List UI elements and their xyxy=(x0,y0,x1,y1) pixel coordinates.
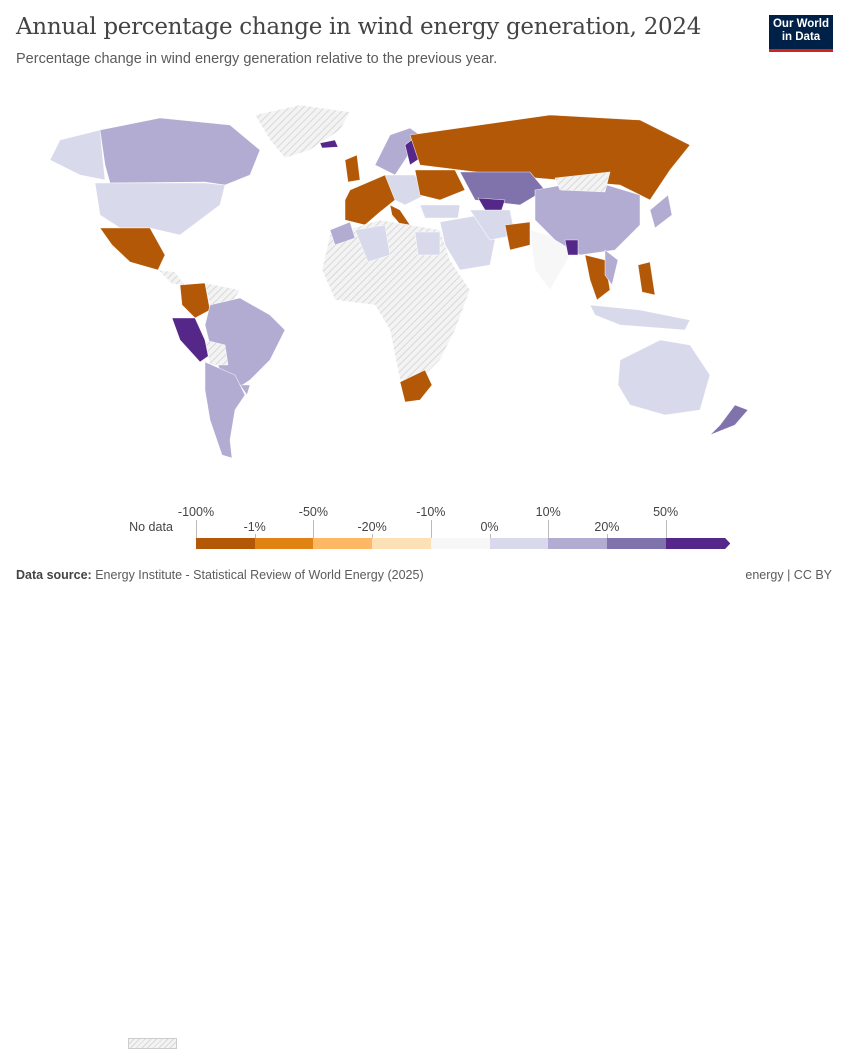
legend-swatch[interactable] xyxy=(606,538,667,549)
logo-line1: Our World xyxy=(772,18,829,30)
legend-tick xyxy=(548,520,550,538)
footer-license[interactable]: energy | CC BY xyxy=(745,568,832,582)
legend-tick-label: -20% xyxy=(357,520,387,534)
country-central-europe[interactable] xyxy=(384,174,426,206)
legend-swatch[interactable] xyxy=(489,538,549,549)
country-brazil[interactable] xyxy=(204,297,286,391)
legend-tick-label: 10% xyxy=(535,505,561,519)
legend-tick xyxy=(313,520,315,538)
legend-tick xyxy=(665,520,667,538)
country-greenland[interactable] xyxy=(254,104,351,159)
world-map xyxy=(49,104,749,459)
country-usa[interactable] xyxy=(94,182,226,236)
country-vietnam[interactable] xyxy=(604,249,619,286)
legend-tick xyxy=(254,534,256,538)
country-russia[interactable] xyxy=(409,114,691,201)
legend-tick-label: -10% xyxy=(416,505,446,519)
legend-swatch[interactable] xyxy=(430,538,490,549)
country-new-zealand[interactable] xyxy=(709,404,749,436)
country-canada[interactable] xyxy=(99,117,261,186)
owid-logo[interactable]: Our World in Data xyxy=(769,15,833,52)
country-indonesia[interactable] xyxy=(589,304,691,331)
legend-tick-label: 20% xyxy=(594,520,620,534)
legend-tick xyxy=(430,520,432,538)
country-uk-ireland[interactable] xyxy=(344,154,361,183)
legend-no-data-swatch[interactable] xyxy=(128,1038,177,1049)
country-ukraine-east-europe[interactable] xyxy=(414,169,466,201)
country-southeast-asia[interactable] xyxy=(584,254,611,301)
country-colombia[interactable] xyxy=(179,282,211,319)
legend-tick-label: -50% xyxy=(298,505,328,519)
legend-tick xyxy=(372,534,374,538)
legend-swatch[interactable] xyxy=(196,538,256,549)
legend-tick-label: 0% xyxy=(480,520,499,534)
country-pakistan[interactable] xyxy=(504,221,531,251)
legend-swatch[interactable] xyxy=(372,538,432,549)
legend-swatch[interactable] xyxy=(313,538,373,549)
country-morocco[interactable] xyxy=(329,221,356,246)
country-kazakhstan[interactable] xyxy=(459,171,546,206)
country-mongolia[interactable] xyxy=(554,171,611,193)
chart-title: Annual percentage change in wind energy … xyxy=(16,14,702,40)
source-label: Data source: xyxy=(16,568,92,582)
country-korea-japan[interactable] xyxy=(649,194,673,229)
country-africa-north[interactable] xyxy=(321,219,471,381)
legend-tick-label: 50% xyxy=(653,505,679,519)
country-bolivia[interactable] xyxy=(204,339,229,366)
country-mexico[interactable] xyxy=(99,227,166,271)
legend-tick-label: -1% xyxy=(243,520,266,534)
legend-tick-label: -100% xyxy=(177,505,215,519)
legend-tick xyxy=(489,534,491,538)
country-peru[interactable] xyxy=(171,317,211,363)
country-south-africa[interactable] xyxy=(399,369,433,403)
logo-line2: in Data xyxy=(781,31,821,43)
chart-subtitle: Percentage change in wind energy generat… xyxy=(16,51,498,67)
country-philippines[interactable] xyxy=(637,261,656,296)
country-iceland[interactable] xyxy=(319,139,339,149)
country-bangladesh-myanmar[interactable] xyxy=(564,239,579,256)
country-alaska[interactable] xyxy=(49,129,106,181)
country-turkey[interactable] xyxy=(419,204,461,219)
legend-swatch[interactable] xyxy=(665,538,731,549)
legend: No data -100% -50% -10% 10% 50% -1% -20% 0% 20% xyxy=(0,500,850,1049)
country-algeria-egypt[interactable] xyxy=(354,224,391,263)
legend-no-data-label: No data xyxy=(129,520,173,534)
country-central-america[interactable] xyxy=(157,269,186,286)
footer-source: Data source: Energy Institute - Statisti… xyxy=(16,568,424,582)
country-australia[interactable] xyxy=(617,339,711,416)
legend-tick xyxy=(196,520,197,538)
legend-swatch[interactable] xyxy=(548,538,608,549)
legend-tick xyxy=(606,534,608,538)
country-egypt[interactable] xyxy=(414,231,441,256)
source-text: Energy Institute - Statistical Review of… xyxy=(95,568,424,582)
legend-swatch[interactable] xyxy=(254,538,314,549)
country-uruguay[interactable] xyxy=(239,384,251,396)
